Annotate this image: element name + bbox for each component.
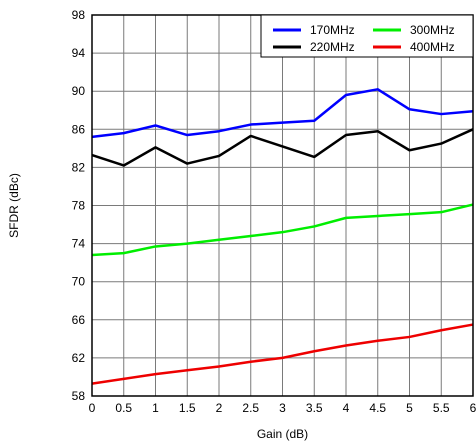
- x-tick-label: 3.5: [306, 401, 323, 415]
- y-tick-label: 66: [72, 313, 86, 327]
- x-tick-label: 5.5: [433, 401, 450, 415]
- x-tick-label: 5: [406, 401, 413, 415]
- series-line-170MHz: [91, 88, 474, 139]
- x-tick-label: 3: [279, 401, 286, 415]
- legend-label: 170MHz: [310, 23, 355, 37]
- legend: 170MHz 220MHz 300MHz 400MHz: [260, 14, 474, 58]
- y-axis-label: SFDR (dBc): [7, 173, 21, 238]
- series-line-220MHz: [91, 128, 474, 167]
- y-tick-label: 86: [72, 122, 86, 136]
- legend-label: 220MHz: [310, 40, 355, 54]
- y-tick-label: 70: [72, 275, 86, 289]
- y-tick-label: 94: [72, 46, 86, 60]
- grid-lines: [91, 14, 474, 397]
- x-tick-label: 2: [216, 401, 223, 415]
- x-tick-label: 4: [343, 401, 350, 415]
- x-tick-label: 4.5: [369, 401, 386, 415]
- legend-box: [260, 14, 474, 58]
- y-tick-label: 62: [72, 351, 86, 365]
- x-tick-label: 1.5: [179, 401, 196, 415]
- x-tick-label: 6: [470, 401, 476, 415]
- x-tick-label: 2.5: [242, 401, 259, 415]
- y-tick-label: 78: [72, 199, 86, 213]
- y-tick-label: 98: [72, 8, 86, 22]
- y-tick-labels: 58 62 66 70 74 78 82 86 90 94 98: [72, 8, 86, 403]
- y-tick-label: 90: [72, 84, 86, 98]
- x-tick-labels: 0 0.5 1 1.5 2 2.5 3 3.5 4 4.5 5 5.5 6: [89, 401, 476, 415]
- series-line-400MHz: [91, 323, 474, 385]
- y-tick-label: 82: [72, 160, 86, 174]
- y-tick-label: 58: [72, 389, 86, 403]
- y-tick-label: 74: [72, 237, 86, 251]
- x-tick-label: 0.5: [115, 401, 132, 415]
- series-lines: [91, 88, 474, 385]
- legend-label: 300MHz: [410, 23, 455, 37]
- x-tick-label: 0: [89, 401, 96, 415]
- series-line-300MHz: [91, 203, 474, 257]
- x-tick-label: 1: [152, 401, 159, 415]
- x-axis-label: Gain (dB): [257, 427, 308, 441]
- legend-label: 400MHz: [410, 40, 455, 54]
